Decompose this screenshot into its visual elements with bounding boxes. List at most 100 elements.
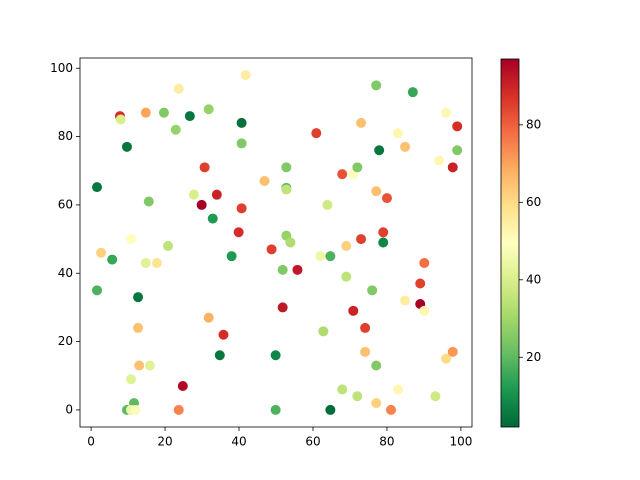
point — [126, 234, 137, 245]
point — [130, 404, 141, 415]
point — [371, 186, 382, 197]
point — [381, 193, 392, 204]
point — [236, 138, 247, 149]
y-tick-label: 20 — [58, 334, 73, 348]
point — [163, 240, 174, 251]
point — [371, 360, 382, 371]
point — [356, 234, 367, 245]
point — [386, 404, 397, 415]
point — [92, 182, 103, 193]
point — [140, 258, 151, 268]
point — [400, 295, 411, 306]
point — [277, 302, 288, 313]
y-tick-label: 40 — [58, 266, 73, 280]
point — [434, 155, 445, 166]
point — [393, 128, 404, 139]
point — [266, 244, 277, 255]
point — [158, 107, 169, 118]
x-tick-label: 0 — [87, 435, 95, 449]
colorbar-tick-label: 60 — [526, 195, 541, 209]
point — [325, 404, 336, 415]
point — [318, 326, 329, 337]
point — [107, 254, 118, 265]
point — [236, 117, 247, 128]
point — [374, 145, 385, 156]
point — [96, 247, 107, 258]
point — [207, 213, 218, 224]
point — [126, 374, 137, 385]
point — [218, 329, 229, 340]
point — [211, 189, 222, 200]
point — [447, 162, 458, 173]
colorbar-tick-label: 20 — [526, 350, 541, 364]
point — [270, 404, 281, 415]
colorbar-tick-label: 80 — [526, 117, 541, 131]
point — [311, 128, 322, 139]
point — [378, 227, 389, 238]
point — [352, 391, 363, 402]
point — [240, 70, 251, 81]
point — [322, 199, 333, 210]
point — [415, 278, 426, 289]
point — [170, 124, 181, 135]
point — [441, 107, 452, 118]
point — [92, 285, 103, 296]
y-tick-label: 0 — [65, 402, 73, 416]
point — [140, 107, 151, 118]
point — [259, 176, 270, 186]
point — [360, 346, 371, 357]
x-tick-label: 80 — [379, 435, 394, 449]
point — [133, 292, 144, 303]
point — [452, 121, 463, 132]
point — [371, 80, 382, 91]
point — [419, 305, 430, 316]
point — [315, 251, 326, 262]
x-tick-label: 60 — [305, 435, 320, 449]
y-tick-label: 80 — [58, 129, 73, 143]
point — [115, 114, 126, 125]
point — [337, 169, 348, 180]
y-tick-label: 100 — [50, 61, 73, 75]
point — [292, 264, 303, 275]
point — [184, 111, 195, 122]
point — [144, 360, 155, 371]
y-tick-label: 60 — [58, 197, 73, 211]
point — [277, 264, 288, 275]
point — [196, 199, 207, 210]
point — [188, 189, 199, 200]
point — [134, 360, 145, 371]
point — [452, 145, 463, 156]
point — [177, 381, 188, 391]
point — [348, 305, 359, 316]
point — [203, 104, 214, 115]
point — [270, 350, 281, 361]
point — [281, 162, 292, 173]
point — [352, 162, 363, 173]
point — [430, 391, 441, 402]
x-tick-label: 20 — [157, 435, 172, 449]
point — [393, 384, 404, 395]
x-tick-label: 100 — [449, 435, 472, 449]
point — [356, 117, 367, 128]
point — [233, 227, 244, 238]
point — [133, 322, 144, 333]
point — [325, 251, 336, 262]
x-tick-label: 40 — [231, 435, 246, 449]
point — [419, 258, 430, 268]
point — [400, 141, 411, 152]
colorbar-tick-label: 40 — [526, 272, 541, 286]
point — [214, 350, 225, 361]
point — [407, 87, 418, 98]
point — [378, 237, 389, 248]
point — [121, 141, 132, 152]
point — [173, 404, 184, 415]
point — [367, 285, 378, 296]
colorbar — [500, 58, 520, 428]
point — [441, 353, 452, 364]
point — [226, 251, 237, 262]
point — [341, 271, 352, 282]
point — [285, 237, 296, 248]
point — [151, 258, 162, 268]
point — [203, 312, 214, 323]
